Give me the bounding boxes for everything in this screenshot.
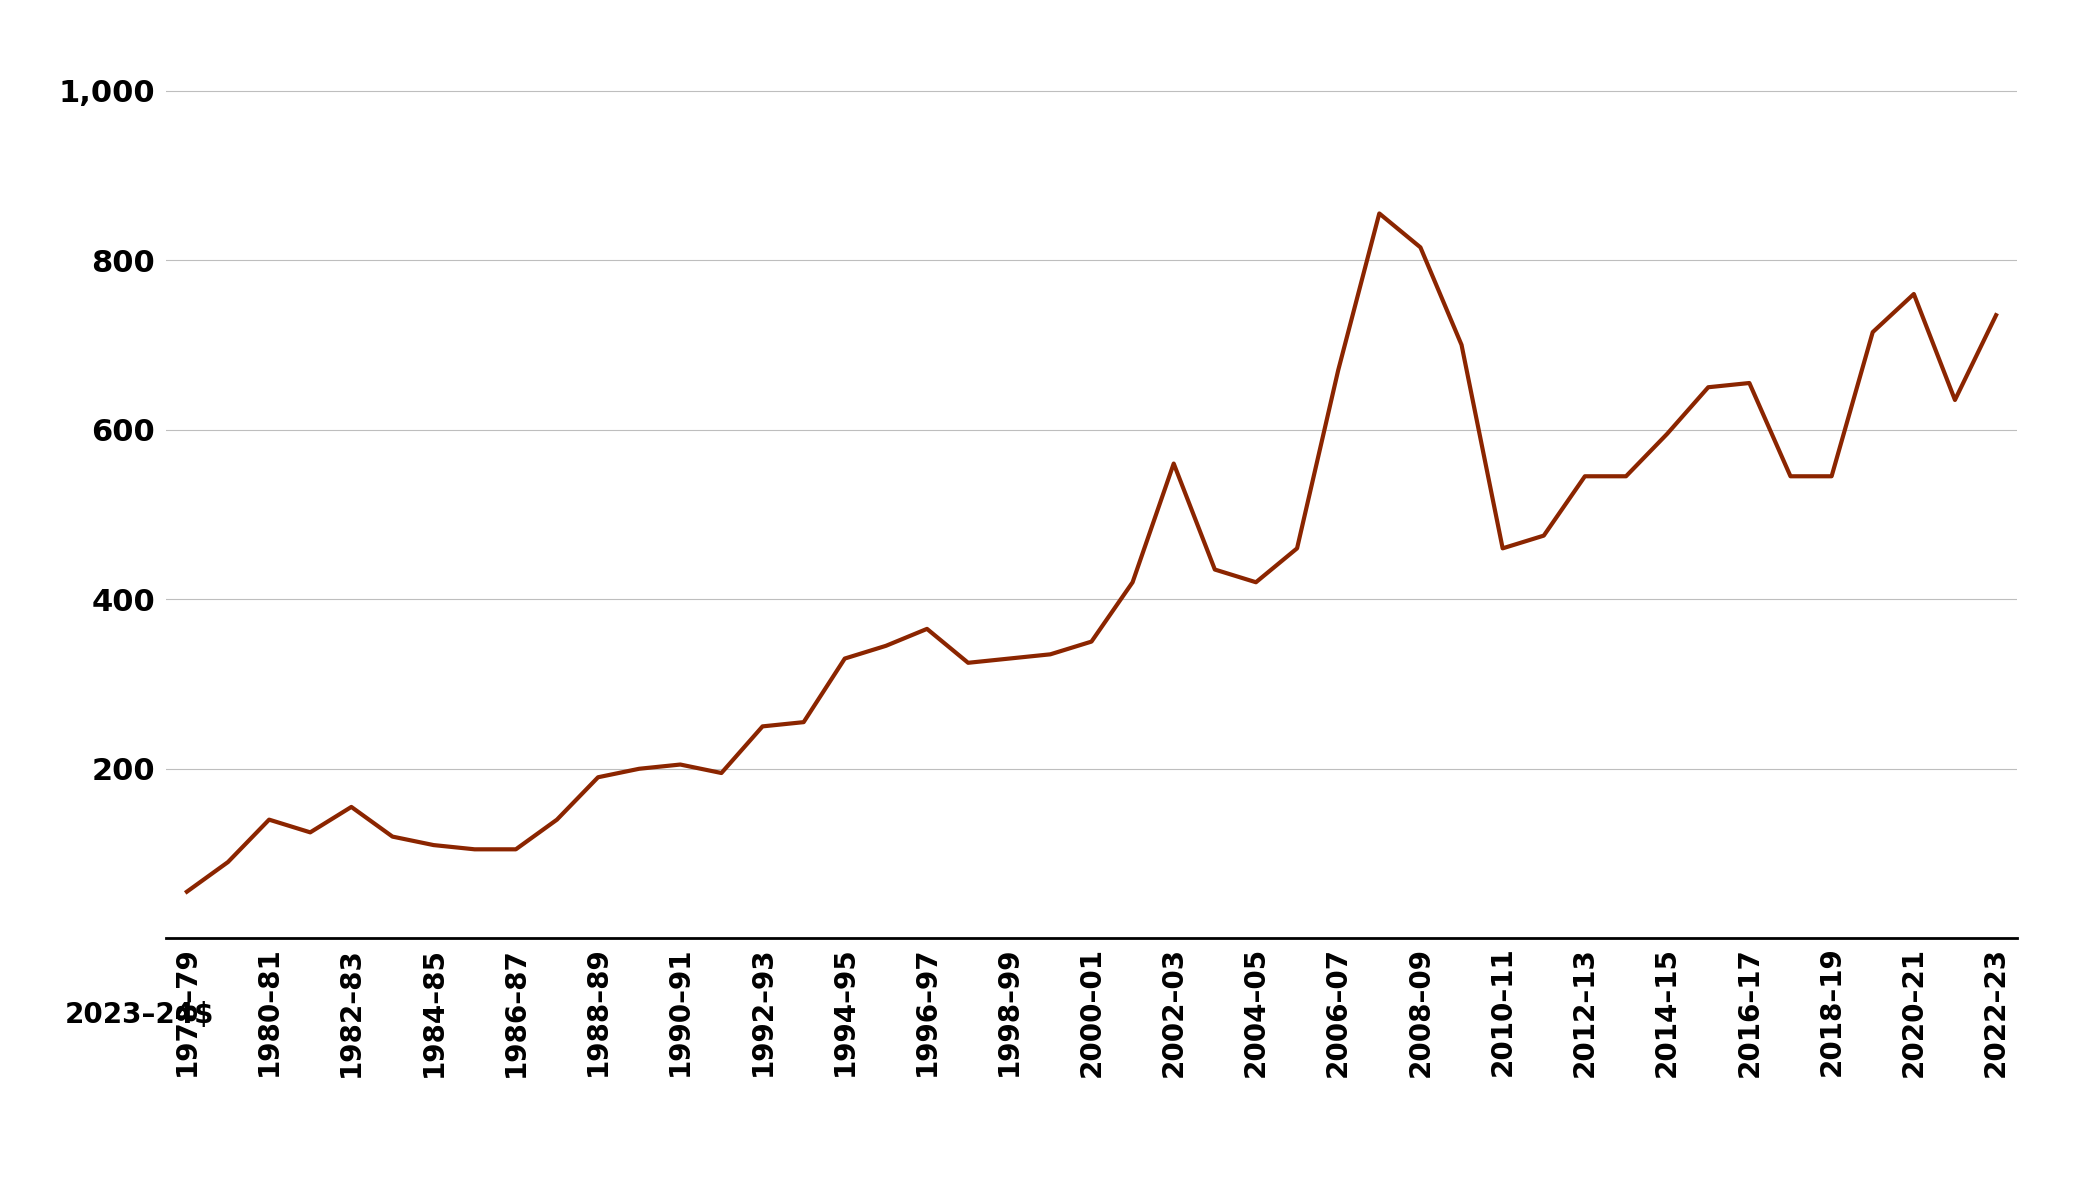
Text: 2023–24$: 2023–24$ xyxy=(64,1001,214,1029)
